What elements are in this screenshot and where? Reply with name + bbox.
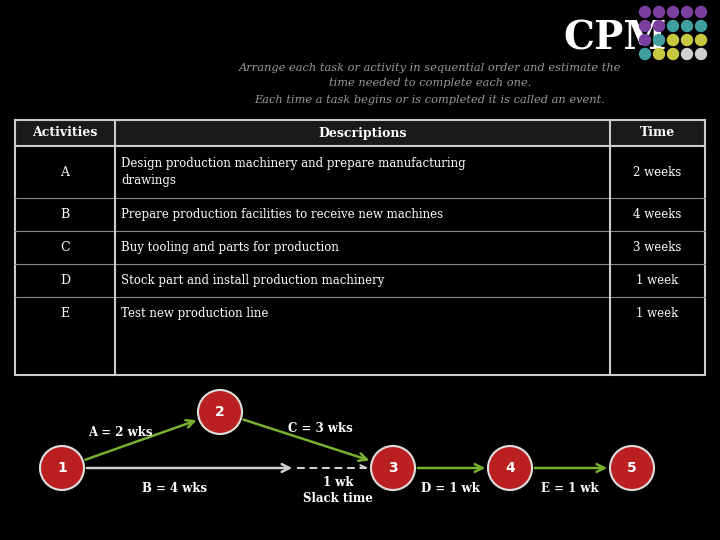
Text: D: D — [60, 274, 70, 287]
Text: Descriptions: Descriptions — [318, 126, 407, 139]
Text: Slack time: Slack time — [303, 491, 373, 504]
Text: 1: 1 — [57, 461, 67, 475]
Text: C = 3 wks: C = 3 wks — [287, 422, 352, 435]
Text: A: A — [60, 165, 70, 179]
Text: 2: 2 — [215, 405, 225, 419]
Text: Time: Time — [640, 126, 675, 139]
Circle shape — [654, 21, 665, 31]
Text: 2 weeks: 2 weeks — [634, 165, 682, 179]
Circle shape — [639, 35, 650, 45]
Text: 5: 5 — [627, 461, 637, 475]
Circle shape — [667, 35, 678, 45]
Text: 1 wk: 1 wk — [323, 476, 354, 489]
Circle shape — [639, 49, 650, 59]
Circle shape — [682, 49, 693, 59]
Text: B: B — [60, 208, 70, 221]
Text: Design production machinery and prepare manufacturing
drawings: Design production machinery and prepare … — [121, 157, 466, 187]
Text: time needed to complete each one.: time needed to complete each one. — [329, 78, 531, 88]
Circle shape — [682, 35, 693, 45]
Circle shape — [696, 35, 706, 45]
Text: C: C — [60, 241, 70, 254]
Circle shape — [198, 390, 242, 434]
Circle shape — [610, 446, 654, 490]
Circle shape — [639, 6, 650, 17]
Text: E = 1 wk: E = 1 wk — [541, 482, 599, 495]
Text: Each time a task begins or is completed it is called an event.: Each time a task begins or is completed … — [255, 95, 606, 105]
Circle shape — [488, 446, 532, 490]
Text: B = 4 wks: B = 4 wks — [143, 482, 207, 495]
Text: 1 week: 1 week — [636, 307, 679, 320]
Circle shape — [371, 446, 415, 490]
Text: 1 week: 1 week — [636, 274, 679, 287]
Bar — [15, 120, 705, 146]
Text: Test new production line: Test new production line — [121, 307, 269, 320]
Text: 4 weeks: 4 weeks — [634, 208, 682, 221]
Circle shape — [667, 49, 678, 59]
Circle shape — [696, 49, 706, 59]
Circle shape — [639, 21, 650, 31]
Text: A = 2 wks: A = 2 wks — [88, 426, 152, 438]
Text: E: E — [60, 307, 70, 320]
Text: Prepare production facilities to receive new machines: Prepare production facilities to receive… — [121, 208, 443, 221]
Text: D = 1 wk: D = 1 wk — [420, 482, 480, 495]
Text: 3: 3 — [388, 461, 398, 475]
Circle shape — [696, 21, 706, 31]
Circle shape — [667, 6, 678, 17]
Text: 3 weeks: 3 weeks — [634, 241, 682, 254]
Circle shape — [654, 35, 665, 45]
Circle shape — [667, 21, 678, 31]
Bar — [15, 120, 705, 375]
Circle shape — [654, 6, 665, 17]
Circle shape — [696, 6, 706, 17]
Circle shape — [40, 446, 84, 490]
Circle shape — [682, 21, 693, 31]
Text: CPM: CPM — [563, 19, 667, 57]
Text: Arrange each task or activity in sequential order and estimate the: Arrange each task or activity in sequent… — [239, 63, 621, 73]
Text: Buy tooling and parts for production: Buy tooling and parts for production — [121, 241, 339, 254]
Text: 4: 4 — [505, 461, 515, 475]
Text: Activities: Activities — [32, 126, 98, 139]
Text: Stock part and install production machinery: Stock part and install production machin… — [121, 274, 384, 287]
Circle shape — [682, 6, 693, 17]
Circle shape — [654, 49, 665, 59]
